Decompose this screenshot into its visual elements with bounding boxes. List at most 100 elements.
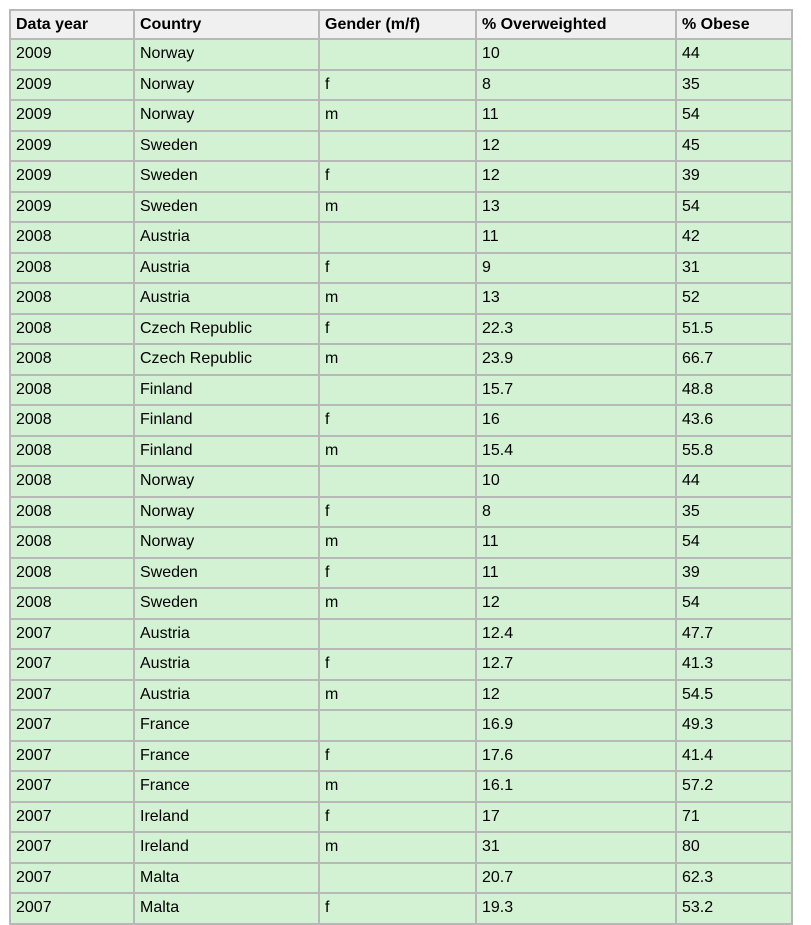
cell-gender: f [318, 892, 477, 925]
cell-obese: 71 [675, 800, 793, 833]
table-row: 2009 Norway 10 44 [9, 38, 793, 71]
cell-overweighted: 12 [475, 129, 677, 162]
cell-obese: 35 [675, 495, 793, 528]
table-row: 2008 Sweden f 11 39 [9, 556, 793, 589]
cell-obese: 42 [675, 221, 793, 254]
cell-obese: 57.2 [675, 770, 793, 803]
table-row: 2008 Austria 11 42 [9, 221, 793, 254]
cell-gender: m [318, 99, 477, 132]
cell-country: Austria [133, 678, 320, 711]
cell-country: Finland [133, 404, 320, 437]
cell-gender [318, 129, 477, 162]
cell-obese: 39 [675, 160, 793, 193]
cell-obese: 53.2 [675, 892, 793, 925]
cell-obese: 52 [675, 282, 793, 315]
table-row: 2008 Finland f 16 43.6 [9, 404, 793, 437]
table-row: 2008 Austria f 9 31 [9, 251, 793, 284]
cell-data-year: 2007 [9, 861, 135, 894]
cell-country: Norway [133, 38, 320, 71]
cell-overweighted: 10 [475, 465, 677, 498]
cell-overweighted: 15.4 [475, 434, 677, 467]
cell-data-year: 2008 [9, 526, 135, 559]
cell-overweighted: 13 [475, 282, 677, 315]
table-row: 2008 Finland m 15.4 55.8 [9, 434, 793, 467]
cell-overweighted: 23.9 [475, 343, 677, 376]
cell-data-year: 2008 [9, 251, 135, 284]
cell-overweighted: 11 [475, 526, 677, 559]
cell-obese: 44 [675, 465, 793, 498]
table-row: 2007 Ireland m 31 80 [9, 831, 793, 864]
cell-gender: f [318, 495, 477, 528]
cell-data-year: 2007 [9, 678, 135, 711]
cell-data-year: 2009 [9, 38, 135, 71]
cell-obese: 41.3 [675, 648, 793, 681]
obesity-data-table: Data year Country Gender (m/f) % Overwei… [9, 9, 793, 925]
cell-overweighted: 20.7 [475, 861, 677, 894]
cell-gender: f [318, 68, 477, 101]
cell-country: Czech Republic [133, 343, 320, 376]
cell-data-year: 2008 [9, 587, 135, 620]
cell-gender [318, 38, 477, 71]
cell-country: Finland [133, 434, 320, 467]
cell-gender [318, 373, 477, 406]
cell-obese: 62.3 [675, 861, 793, 894]
cell-gender: m [318, 190, 477, 223]
cell-data-year: 2008 [9, 312, 135, 345]
cell-obese: 54 [675, 587, 793, 620]
cell-country: France [133, 770, 320, 803]
table-row: 2007 France m 16.1 57.2 [9, 770, 793, 803]
table-row: 2007 Ireland f 17 71 [9, 800, 793, 833]
cell-overweighted: 16.9 [475, 709, 677, 742]
table-header: Data year Country Gender (m/f) % Overwei… [9, 9, 793, 40]
cell-gender [318, 617, 477, 650]
table-row: 2008 Norway m 11 54 [9, 526, 793, 559]
table-row: 2008 Norway 10 44 [9, 465, 793, 498]
cell-gender: m [318, 831, 477, 864]
column-header-data-year[interactable]: Data year [9, 9, 135, 40]
table-row: 2008 Finland 15.7 48.8 [9, 373, 793, 406]
cell-data-year: 2009 [9, 160, 135, 193]
table-row: 2007 Austria 12.4 47.7 [9, 617, 793, 650]
cell-obese: 55.8 [675, 434, 793, 467]
cell-overweighted: 10 [475, 38, 677, 71]
column-header-gender[interactable]: Gender (m/f) [318, 9, 477, 40]
cell-overweighted: 16 [475, 404, 677, 437]
cell-country: Austria [133, 648, 320, 681]
cell-obese: 44 [675, 38, 793, 71]
cell-obese: 31 [675, 251, 793, 284]
table-row: 2009 Norway m 11 54 [9, 99, 793, 132]
cell-data-year: 2008 [9, 221, 135, 254]
cell-gender: m [318, 434, 477, 467]
cell-country: Norway [133, 495, 320, 528]
cell-obese: 54 [675, 190, 793, 223]
cell-data-year: 2007 [9, 709, 135, 742]
column-header-obese[interactable]: % Obese [675, 9, 793, 40]
cell-country: Austria [133, 282, 320, 315]
cell-obese: 45 [675, 129, 793, 162]
cell-gender: f [318, 160, 477, 193]
cell-overweighted: 31 [475, 831, 677, 864]
cell-gender [318, 861, 477, 894]
cell-country: Austria [133, 251, 320, 284]
cell-data-year: 2008 [9, 556, 135, 589]
table-row: 2008 Norway f 8 35 [9, 495, 793, 528]
cell-gender [318, 221, 477, 254]
cell-overweighted: 11 [475, 556, 677, 589]
cell-data-year: 2007 [9, 831, 135, 864]
cell-data-year: 2007 [9, 739, 135, 772]
cell-gender [318, 709, 477, 742]
cell-data-year: 2007 [9, 648, 135, 681]
column-header-overweighted[interactable]: % Overweighted [475, 9, 677, 40]
cell-gender: m [318, 678, 477, 711]
table-row: 2007 France 16.9 49.3 [9, 709, 793, 742]
cell-obese: 80 [675, 831, 793, 864]
table-row: 2007 Austria m 12 54.5 [9, 678, 793, 711]
cell-country: Sweden [133, 129, 320, 162]
cell-gender: m [318, 343, 477, 376]
cell-country: Norway [133, 526, 320, 559]
cell-country: France [133, 709, 320, 742]
cell-data-year: 2008 [9, 495, 135, 528]
column-header-country[interactable]: Country [133, 9, 320, 40]
cell-data-year: 2009 [9, 99, 135, 132]
cell-gender: m [318, 587, 477, 620]
